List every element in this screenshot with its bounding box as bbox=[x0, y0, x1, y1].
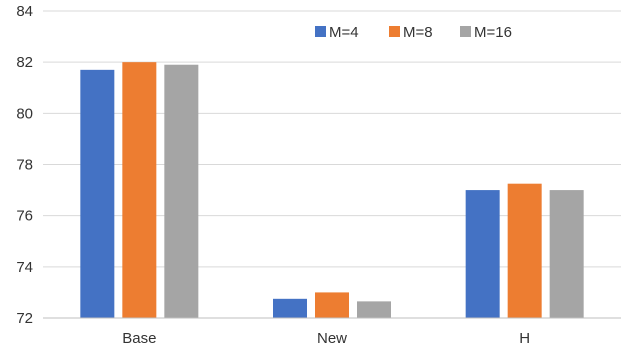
bar-new-m16 bbox=[357, 301, 391, 318]
legend-swatch bbox=[460, 26, 471, 37]
y-tick-label: 72 bbox=[16, 310, 33, 327]
bar-new-m4 bbox=[273, 298, 307, 318]
x-category-label: Base bbox=[122, 330, 156, 347]
bar-h-m4 bbox=[465, 190, 500, 318]
legend-swatch bbox=[315, 26, 326, 37]
x-axis: Base New H bbox=[43, 317, 621, 347]
legend-label: M=16 bbox=[474, 24, 512, 41]
bar-base-m4 bbox=[80, 69, 115, 318]
bar-h-m8 bbox=[507, 183, 542, 318]
bar-base-m16 bbox=[164, 64, 199, 318]
bar-new-m8 bbox=[315, 292, 349, 318]
y-tick-label: 80 bbox=[16, 105, 33, 122]
y-tick-label: 78 bbox=[16, 157, 33, 174]
bars bbox=[80, 62, 584, 318]
y-tick-label: 84 bbox=[16, 3, 33, 20]
bar-base-m8 bbox=[122, 62, 157, 318]
x-category-label: H bbox=[519, 330, 530, 347]
legend-swatch bbox=[389, 26, 400, 37]
y-axis: 72 74 76 78 80 82 84 bbox=[16, 3, 33, 327]
legend: M=4 M=8 M=16 bbox=[315, 24, 512, 41]
y-tick-label: 82 bbox=[16, 54, 33, 71]
bar-h-m16 bbox=[549, 190, 584, 318]
x-category-label: New bbox=[317, 330, 347, 347]
y-tick-label: 74 bbox=[16, 259, 33, 276]
legend-label: M=8 bbox=[403, 24, 433, 41]
legend-label: M=4 bbox=[329, 24, 359, 41]
y-tick-label: 76 bbox=[16, 208, 33, 225]
